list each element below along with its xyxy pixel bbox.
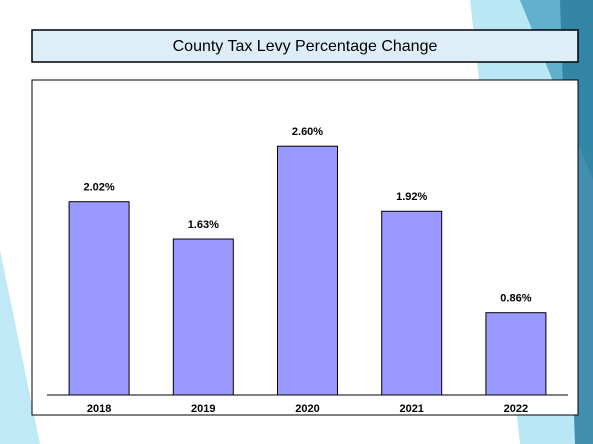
decor-shape [0, 250, 40, 444]
bar [381, 210, 443, 396]
bar [277, 145, 338, 396]
data-label: 1.92% [396, 191, 427, 203]
data-label: 0.86% [500, 293, 531, 305]
x-tick-label: 2019 [191, 403, 215, 415]
data-label: 1.63% [188, 219, 219, 231]
data-label: 2.02% [83, 182, 114, 194]
chart-title: County Tax Levy Percentage Change [173, 38, 438, 55]
x-tick-label: 2018 [87, 403, 111, 415]
x-tick-label: 2021 [399, 403, 423, 415]
data-label: 2.60% [292, 126, 323, 138]
bar [68, 201, 130, 396]
x-tick-label: 2020 [295, 403, 319, 415]
bar [485, 312, 547, 396]
title-box [31, 29, 579, 63]
x-tick-label: 2022 [504, 403, 528, 415]
bar [172, 238, 234, 396]
